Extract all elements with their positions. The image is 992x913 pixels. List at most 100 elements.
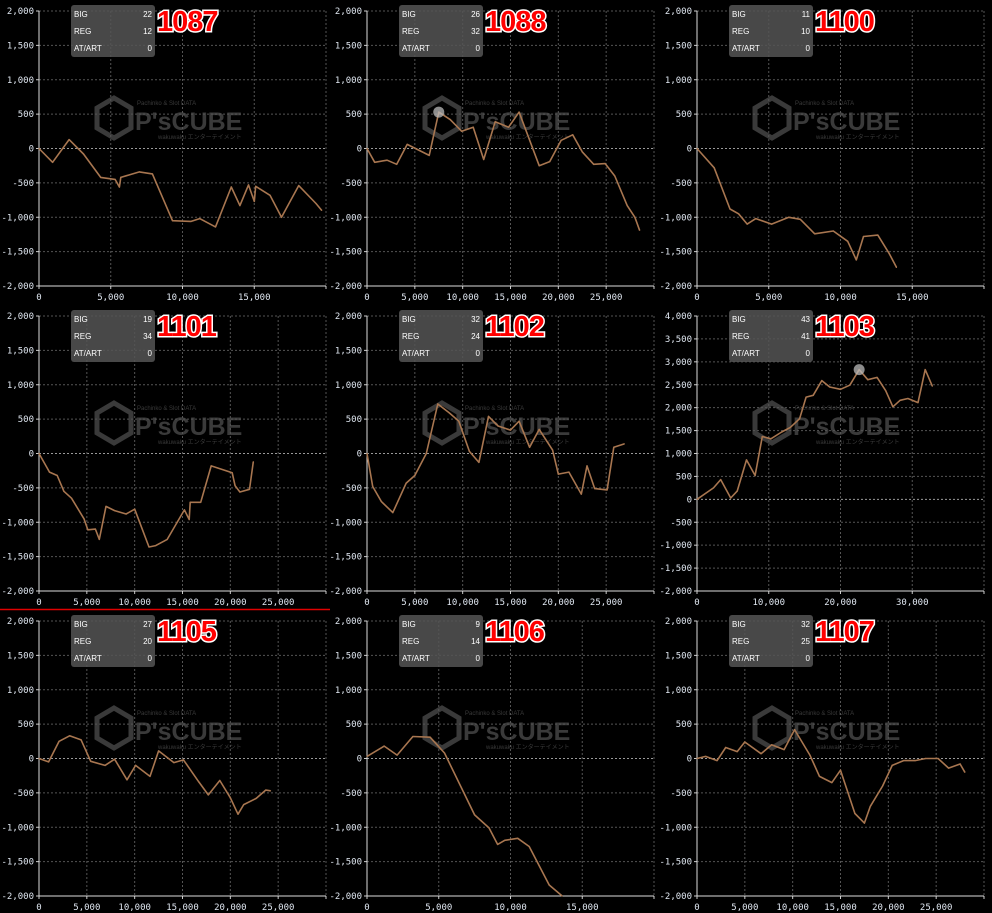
info-label-atart: AT/ART <box>732 349 760 358</box>
y-tick-label: 2,500 <box>665 381 692 391</box>
info-label-reg: REG <box>402 637 419 646</box>
data-point <box>789 426 791 428</box>
y-tick-label: 0 <box>687 755 692 765</box>
data-point <box>867 379 869 381</box>
x-tick-label: 25,000 <box>590 293 623 303</box>
data-point <box>134 508 136 510</box>
y-tick-label: -1,000 <box>1 213 34 223</box>
info-value-big: 32 <box>471 315 480 324</box>
y-tick-label: -2,000 <box>329 892 362 902</box>
info-label-reg: REG <box>732 332 749 341</box>
x-tick-label: 5,000 <box>73 903 100 913</box>
data-point <box>877 234 879 236</box>
y-tick-label: 500 <box>18 110 34 120</box>
data-point <box>863 822 866 824</box>
data-point <box>832 230 834 232</box>
data-point <box>105 505 107 508</box>
x-tick-label: 15,000 <box>896 293 929 303</box>
data-point <box>937 757 939 760</box>
data-point <box>113 758 116 760</box>
data-point <box>809 754 811 756</box>
x-tick-label: 10,000 <box>752 598 785 608</box>
x-tick-label: 20,000 <box>824 598 857 608</box>
y-tick-label: 1,000 <box>7 76 34 86</box>
data-point <box>280 216 283 218</box>
watermark-bottom-text: wakuwaku エンターテイメント <box>157 743 242 751</box>
y-tick-label: -2,000 <box>1 587 34 597</box>
data-point <box>793 729 796 731</box>
machine-number: 1088 <box>485 6 546 38</box>
data-point <box>831 781 833 784</box>
info-label-big: BIG <box>402 620 416 629</box>
data-point <box>561 895 563 897</box>
series-line <box>696 368 934 500</box>
data-point <box>736 751 738 753</box>
data-point <box>94 528 97 530</box>
data-point <box>623 443 625 445</box>
data-point <box>895 266 898 269</box>
data-point <box>483 158 485 161</box>
data-point <box>207 794 209 796</box>
data-point <box>925 757 927 760</box>
x-tick-label: 25,000 <box>262 903 295 913</box>
info-value-reg: 14 <box>471 637 480 646</box>
info-value-reg: 10 <box>801 27 810 36</box>
data-point <box>496 843 499 846</box>
data-point <box>114 178 116 181</box>
info-value-big: 22 <box>143 10 152 19</box>
data-point <box>412 735 414 738</box>
data-point <box>90 760 92 762</box>
machine-number: 1103 <box>815 311 875 343</box>
data-point <box>230 186 232 188</box>
y-tick-label: 2,000 <box>7 7 34 17</box>
y-tick-label: -1,500 <box>329 553 362 563</box>
data-point <box>538 428 540 431</box>
data-point <box>199 218 201 220</box>
info-label-atart: AT/ART <box>74 44 102 53</box>
x-tick-label: 15,000 <box>238 293 271 303</box>
data-point <box>781 431 783 433</box>
y-tick-label: -1,000 <box>329 823 362 833</box>
info-label-reg: REG <box>74 637 91 646</box>
y-tick-label: 500 <box>676 720 692 730</box>
watermark-bottom-text: wakuwaku エンターテイメント <box>485 743 570 751</box>
data-point <box>488 827 490 829</box>
data-point <box>151 173 153 175</box>
info-label-reg: REG <box>402 27 419 36</box>
y-tick-label: 2,000 <box>665 617 692 627</box>
data-point <box>814 233 816 235</box>
info-value-atart: 0 <box>476 654 481 663</box>
y-tick-label: 2,000 <box>665 404 692 414</box>
data-point <box>613 446 615 448</box>
x-tick-label: 25,000 <box>262 598 295 608</box>
info-label-big: BIG <box>74 10 88 19</box>
info-box <box>729 5 813 57</box>
data-point <box>104 764 106 766</box>
y-tick-label: 1,000 <box>335 381 362 391</box>
info-value-atart: 0 <box>806 349 811 358</box>
y-tick-label: 1,000 <box>665 76 692 86</box>
data-point <box>821 380 823 382</box>
watermark-brand: P'sCUBE <box>463 108 570 136</box>
data-point <box>190 220 192 222</box>
info-box <box>729 310 813 362</box>
x-tick-label: 0 <box>694 293 699 303</box>
y-tick-label: 500 <box>18 415 34 425</box>
y-tick-label: 2,000 <box>335 312 362 322</box>
y-tick-label: -500 <box>340 484 362 494</box>
y-tick-label: 500 <box>18 720 34 730</box>
info-value-atart: 0 <box>476 44 481 53</box>
data-point <box>839 769 842 771</box>
y-tick-label: 1,500 <box>335 346 362 356</box>
data-point <box>231 472 233 474</box>
data-point <box>964 771 966 773</box>
y-tick-label: 0 <box>357 755 362 765</box>
data-point <box>783 748 785 751</box>
info-box <box>71 310 155 362</box>
y-tick-label: 3,000 <box>665 358 692 368</box>
watermark-bottom-text: wakuwaku エンターテイメント <box>815 743 900 751</box>
data-point <box>392 512 394 514</box>
